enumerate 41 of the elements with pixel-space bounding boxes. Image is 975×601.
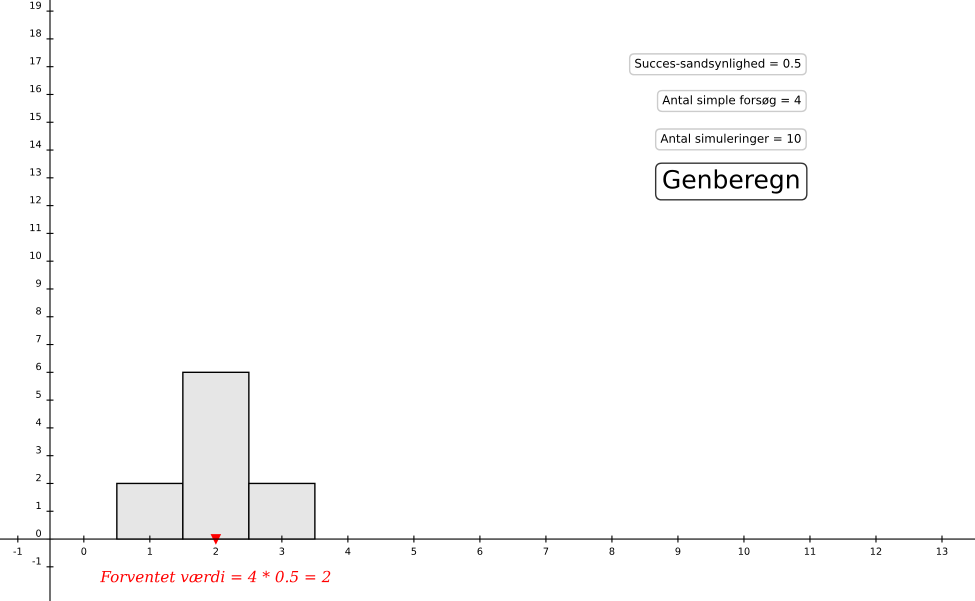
annotation: Succes-sandsynlighed = 0.5	[635, 58, 800, 70]
x-tick-label: 9	[675, 548, 680, 555]
y-tick-label: 1	[36, 502, 41, 509]
annotation: Genberegn	[663, 169, 798, 194]
x-tick-label: 10	[738, 548, 750, 555]
x-tick-label: -1	[13, 548, 22, 555]
annotation: Forventet værdi = 4 * 0.5 = 2	[100, 570, 330, 582]
y-tick-label: 2	[36, 474, 41, 482]
y-tick-label: 6	[36, 362, 42, 370]
y-tick-label: 4	[36, 418, 42, 426]
y-tick-label: 15	[30, 112, 41, 120]
y-tick-label: 16	[30, 84, 42, 92]
x-tick-label: 11	[804, 548, 816, 555]
x-tick-label: 8	[610, 548, 614, 555]
x-tick-label: 6	[477, 548, 482, 555]
x-tick-label: 1	[148, 548, 152, 555]
x-tick-label: 2	[213, 548, 218, 555]
x-tick-label: 4	[345, 548, 350, 555]
y-tick-label: 8	[36, 307, 41, 315]
y-tick-label: 0	[36, 530, 42, 537]
x-tick-label: 13	[936, 548, 948, 555]
y-tick-label: 10	[30, 252, 42, 260]
x-tick-label: 7	[544, 548, 548, 555]
y-tick-label: 14	[30, 140, 42, 148]
y-tick-label: 12	[30, 196, 41, 204]
y-tick-label: 17	[30, 57, 41, 64]
y-tick-label: 11	[30, 224, 41, 232]
x-tick-label: 5	[412, 548, 416, 555]
annotation: Antal simuleringer = 10	[660, 134, 801, 146]
y-tick-label: 5	[36, 390, 41, 398]
y-tick-label: 19	[30, 2, 41, 9]
y-tick-label: 9	[36, 279, 41, 287]
x-tick-label: 0	[81, 548, 86, 555]
y-tick-label: 18	[30, 29, 41, 37]
y-tick-label: -1	[32, 557, 41, 565]
y-tick-label: 13	[30, 168, 41, 176]
y-tick-label: 7	[36, 335, 41, 342]
x-tick-label: 12	[870, 548, 882, 555]
y-tick-label: 3	[36, 446, 41, 454]
annotation: Antal simple forsøg = 4	[662, 95, 801, 107]
x-tick-label: 3	[280, 548, 284, 555]
